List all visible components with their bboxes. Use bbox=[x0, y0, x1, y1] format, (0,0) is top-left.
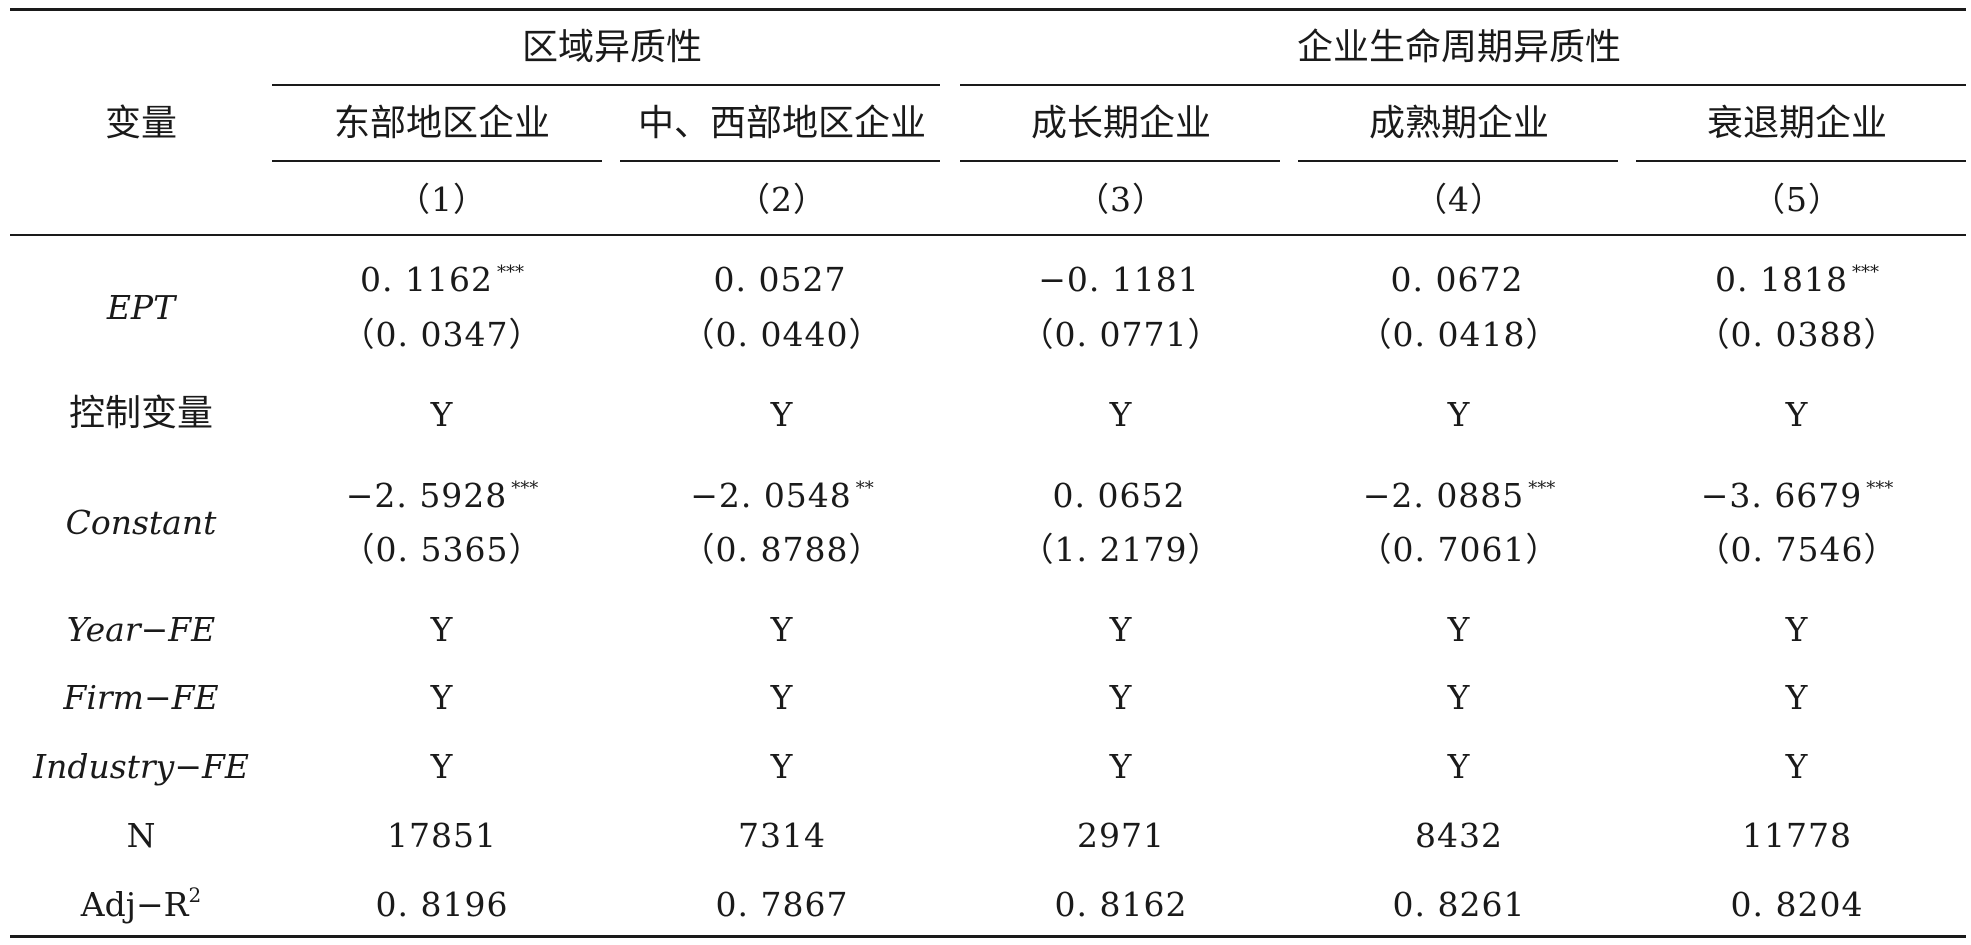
n-value-4: 8432 bbox=[1415, 816, 1503, 855]
year-fe-value-5: Y bbox=[1785, 610, 1809, 649]
controls-value-3: Y bbox=[1109, 395, 1133, 434]
column-header-5: 衰退期企业 bbox=[1706, 103, 1887, 144]
column-rule-5 bbox=[1636, 160, 1966, 162]
header-bottom-rule bbox=[10, 234, 1966, 236]
row-label-controls: 控制变量 bbox=[68, 393, 213, 434]
firm-fe-value-3: Y bbox=[1109, 678, 1133, 717]
row-label-n: N bbox=[126, 816, 156, 855]
constant-se-3: （1. 2179） bbox=[1020, 530, 1222, 569]
column-rule-1 bbox=[272, 160, 602, 162]
controls-value-5: Y bbox=[1785, 395, 1809, 434]
ept-se-1: （0. 0347） bbox=[341, 315, 543, 354]
ept-se-2: （0. 0440） bbox=[681, 315, 883, 354]
industry-fe-value-3: Y bbox=[1109, 747, 1133, 786]
row-label-adj-r2: Adj−R2 bbox=[80, 883, 202, 924]
firm-fe-value-5: Y bbox=[1785, 678, 1809, 717]
industry-fe-value-1: Y bbox=[430, 747, 454, 786]
column-number-2: （2） bbox=[737, 180, 827, 219]
adj-r2-value-5: 0. 8204 bbox=[1730, 885, 1864, 924]
constant-se-1: （0. 5365） bbox=[341, 530, 543, 569]
column-header-4: 成熟期企业 bbox=[1368, 103, 1549, 144]
row-label-year-fe: Year−FE bbox=[66, 610, 216, 649]
ept-se-3: （0. 0771） bbox=[1020, 315, 1222, 354]
group-rule-lifecycle bbox=[960, 84, 1966, 86]
firm-fe-value-4: Y bbox=[1447, 678, 1471, 717]
row-label-industry-fe: Industry−FE bbox=[33, 747, 249, 786]
constant-coef-4: −2. 0885 *** bbox=[1362, 476, 1556, 515]
constant-coef-1: −2. 5928 *** bbox=[345, 476, 539, 515]
column-number-3: （3） bbox=[1076, 180, 1166, 219]
controls-value-2: Y bbox=[770, 395, 794, 434]
ept-coef-3: −0. 1181 bbox=[1038, 260, 1200, 299]
column-number-4: （4） bbox=[1414, 180, 1504, 219]
year-fe-value-1: Y bbox=[430, 610, 454, 649]
ept-coef-4: 0. 0672 bbox=[1390, 260, 1524, 299]
column-rule-4 bbox=[1298, 160, 1618, 162]
constant-coef-5: −3. 6679 *** bbox=[1700, 476, 1894, 515]
n-value-5: 11778 bbox=[1742, 816, 1852, 855]
firm-fe-value-2: Y bbox=[770, 678, 794, 717]
bottom-rule bbox=[10, 935, 1966, 938]
adj-r2-value-2: 0. 7867 bbox=[715, 885, 849, 924]
year-fe-value-4: Y bbox=[1447, 610, 1471, 649]
ept-se-5: （0. 0388） bbox=[1696, 315, 1898, 354]
top-rule bbox=[10, 8, 1966, 11]
row-label-firm-fe: Firm−FE bbox=[63, 678, 219, 717]
year-fe-value-2: Y bbox=[770, 610, 794, 649]
n-value-1: 17851 bbox=[387, 816, 497, 855]
column-rule-3 bbox=[960, 160, 1280, 162]
ept-coef-1: 0. 1162 *** bbox=[360, 260, 524, 299]
ept-coef-5: 0. 1818 *** bbox=[1715, 260, 1879, 299]
adj-r2-value-1: 0. 8196 bbox=[375, 885, 509, 924]
adj-r2-value-3: 0. 8162 bbox=[1054, 885, 1188, 924]
n-value-2: 7314 bbox=[738, 816, 826, 855]
constant-se-4: （0. 7061） bbox=[1358, 530, 1560, 569]
constant-coef-2: −2. 0548 ** bbox=[690, 476, 874, 515]
column-rule-2 bbox=[620, 160, 940, 162]
industry-fe-value-2: Y bbox=[770, 747, 794, 786]
group-header-region: 区域异质性 bbox=[521, 27, 702, 68]
group-header-lifecycle: 企业生命周期异质性 bbox=[1296, 27, 1621, 68]
variable-header: 变量 bbox=[104, 103, 177, 144]
adj-r2-value-4: 0. 8261 bbox=[1392, 885, 1526, 924]
constant-se-2: （0. 8788） bbox=[681, 530, 883, 569]
firm-fe-value-1: Y bbox=[430, 678, 454, 717]
group-rule-region bbox=[272, 84, 940, 86]
controls-value-1: Y bbox=[430, 395, 454, 434]
n-value-3: 2971 bbox=[1077, 816, 1165, 855]
ept-coef-2: 0. 0527 bbox=[713, 260, 847, 299]
controls-value-4: Y bbox=[1447, 395, 1471, 434]
column-header-3: 成长期企业 bbox=[1030, 103, 1211, 144]
row-label-constant: Constant bbox=[65, 503, 217, 542]
ept-se-4: （0. 0418） bbox=[1358, 315, 1560, 354]
column-number-1: （1） bbox=[397, 180, 487, 219]
industry-fe-value-4: Y bbox=[1447, 747, 1471, 786]
constant-coef-3: 0. 0652 bbox=[1052, 476, 1186, 515]
constant-se-5: （0. 7546） bbox=[1696, 530, 1898, 569]
column-header-2: 中、西部地区企业 bbox=[637, 103, 926, 144]
column-number-5: （5） bbox=[1752, 180, 1842, 219]
industry-fe-value-5: Y bbox=[1785, 747, 1809, 786]
row-label-ept: EPT bbox=[106, 288, 176, 327]
column-header-1: 东部地区企业 bbox=[333, 103, 550, 144]
year-fe-value-3: Y bbox=[1109, 610, 1133, 649]
